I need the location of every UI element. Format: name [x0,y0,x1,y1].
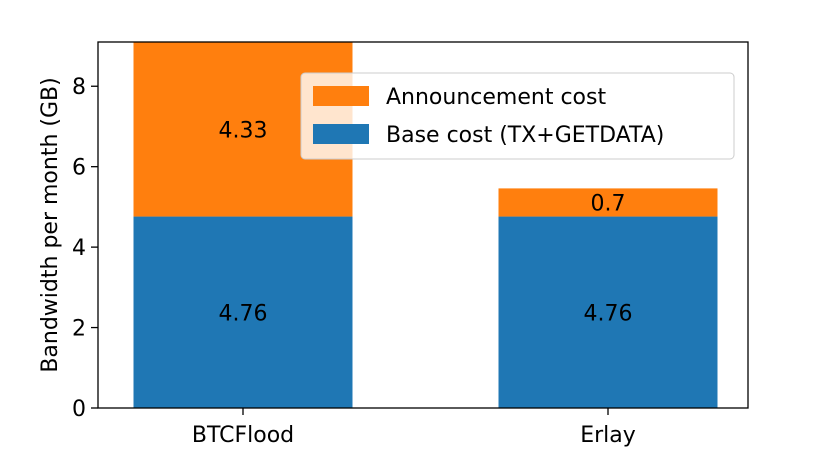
y-axis: 0 2 4 6 8 [72,75,98,422]
x-tick-label: Erlay [580,423,636,448]
y-tick-label: 0 [72,397,86,422]
legend-swatch [313,124,369,144]
y-tick-label: 8 [72,75,86,100]
y-axis-label: Bandwidth per month (GB) [38,77,63,372]
y-tick-label: 6 [72,156,86,181]
x-tick-label: BTCFlood [192,423,294,448]
legend: Announcement cost Base cost (TX+GETDATA) [300,72,735,160]
data-label: 4.33 [219,118,268,143]
legend-box [300,72,735,160]
legend-label: Announcement cost [386,85,606,110]
bar-announcement-cost-erlay [498,188,718,217]
data-label: 4.76 [219,301,268,326]
bar-base-cost-btcflood [133,216,353,408]
y-tick-label: 4 [72,236,86,261]
data-label: 4.76 [584,301,633,326]
data-label: 0.7 [591,191,626,216]
legend-swatch [313,86,369,106]
plot-frame [97,41,749,409]
value-label-layer: 4.76 4.33 4.76 0.7 [219,118,633,326]
bar-base-cost-erlay [498,216,718,408]
y-tick-label: 2 [72,317,86,342]
x-axis: BTCFlood Erlay [192,408,636,448]
legend-label: Base cost (TX+GETDATA) [386,123,664,148]
